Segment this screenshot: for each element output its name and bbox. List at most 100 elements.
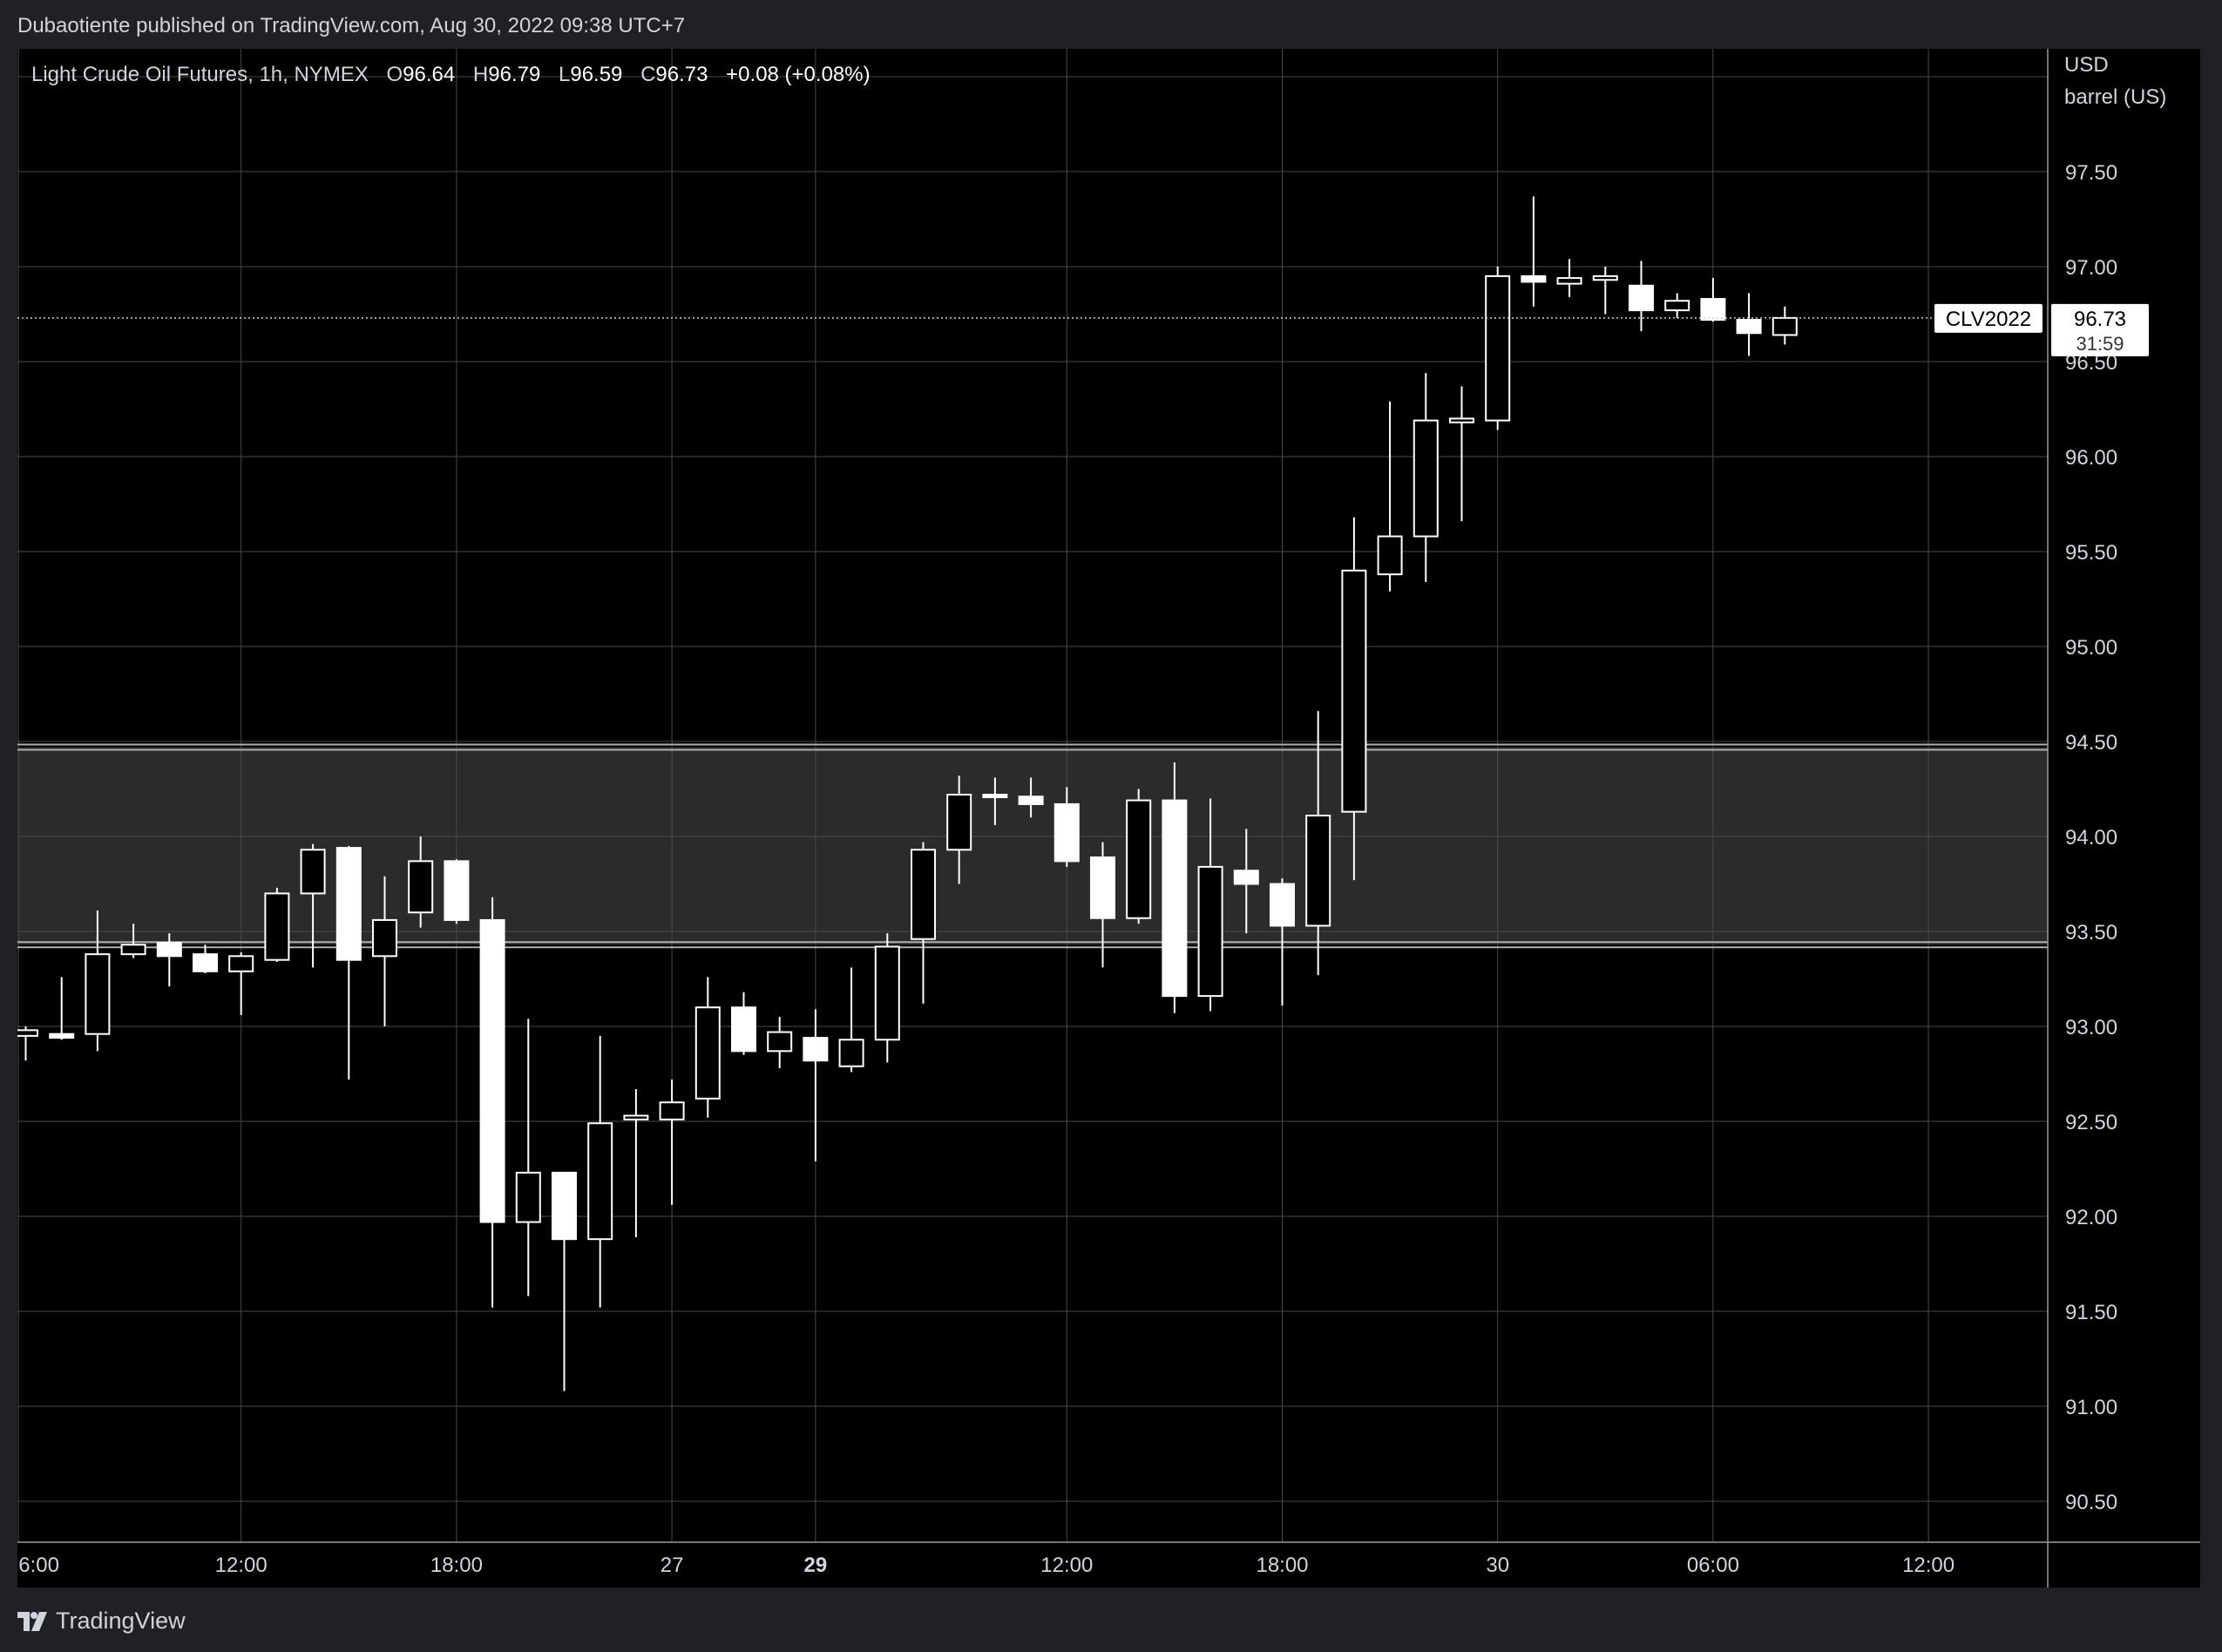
candle-body-up (1772, 316, 1798, 336)
candle-body-down (1090, 856, 1115, 919)
candle-body-down (444, 860, 470, 921)
candle-body-up (300, 849, 326, 895)
price-tick-label: 92.00 (2065, 1206, 2117, 1229)
candle-body-up (767, 1031, 793, 1053)
candle-body-up (1377, 535, 1403, 576)
time-tick-label: 12:00 (1040, 1554, 1093, 1577)
price-tick-label: 92.50 (2065, 1111, 2117, 1134)
legend-low-label: L (558, 63, 571, 86)
publisher-text: Dubaotiente published on TradingView.com… (17, 14, 686, 37)
candle-body-down (803, 1037, 829, 1062)
price-tick-label: 95.00 (2065, 636, 2117, 660)
price-tick-label: 96.00 (2065, 446, 2117, 470)
candle-body-up (874, 945, 900, 1041)
candle-body-up (1126, 799, 1152, 919)
candle-body-down (1629, 284, 1654, 312)
bar-countdown-label: 31:59 (2076, 333, 2124, 355)
candle-body-down (1270, 883, 1295, 927)
ticker-tag-bg (1934, 303, 2042, 333)
candle-body-down (479, 918, 505, 1223)
legend-low-value: 96.59 (570, 63, 623, 86)
candle-body-up (1592, 274, 1618, 281)
last-price-label-bg (2051, 303, 2149, 356)
publisher-bar: Dubaotiente published on TradingView.com… (0, 0, 2222, 49)
ohlc-legend: Light Crude Oil Futures, 1h, NYMEX O96.6… (31, 63, 871, 87)
candle-body-down (731, 1006, 756, 1053)
candle-body-up (228, 955, 254, 972)
candle-body-up (659, 1101, 685, 1121)
price-tick-label: 91.00 (2065, 1396, 2117, 1419)
time-tick-label: 27 (661, 1554, 684, 1577)
candle-body-down (1700, 298, 1726, 322)
legend-open-label: O (386, 63, 403, 86)
candle-body-down (156, 942, 182, 958)
candle-body-up (1556, 277, 1582, 285)
candle-body-up (623, 1114, 649, 1121)
candle-body-up (264, 892, 290, 961)
price-tick-label: 95.50 (2065, 541, 2117, 565)
candle-body-up (1449, 417, 1474, 423)
candle-body-up (694, 1006, 721, 1100)
candle-body-up (1485, 274, 1511, 422)
legend-high-value: 96.79 (488, 63, 541, 86)
price-tick-label: 97.50 (2065, 161, 2117, 185)
footer-bar (0, 1588, 2222, 1652)
candle-body-down (552, 1171, 577, 1241)
candle-body-down (193, 953, 218, 972)
candle-body-down (982, 794, 1008, 799)
ticker-tag: CLV2022 (1946, 308, 2031, 331)
candle-body-up (408, 860, 434, 914)
candle-body-up (1412, 419, 1439, 538)
candle-body-down (1521, 274, 1547, 283)
candle-body-down (1736, 319, 1762, 335)
tradingview-icon (17, 1611, 47, 1631)
legend-symbol[interactable]: Light Crude Oil Futures, 1h, NYMEX (31, 63, 369, 86)
time-tick-label: 18:00 (1256, 1554, 1308, 1577)
candle-body-up (17, 1029, 38, 1037)
chart-pane[interactable]: USD barrel (US) 97.50 97.00 96.50 96.00 95.50 9… (17, 49, 2200, 1588)
candle-body-up (1341, 569, 1367, 813)
candle-body-down (335, 847, 362, 961)
legend-close-label: C (640, 63, 656, 86)
candle-body-down (1053, 802, 1080, 863)
price-tick-label: 94.00 (2065, 826, 2117, 850)
tradingview-logo[interactable]: TradingView (17, 1608, 186, 1635)
candle-body-up (587, 1122, 613, 1241)
last-price-label: 96.73 (2074, 308, 2126, 331)
candle-body-down (1018, 796, 1044, 805)
candle-body-up (1664, 300, 1690, 312)
candle-body-up (120, 944, 146, 956)
candle-body-up (838, 1039, 864, 1067)
time-tick-label: 12:00 (1902, 1554, 1954, 1577)
candle-body-up (85, 953, 111, 1035)
candle-body-down (1162, 799, 1188, 998)
price-tick-label: 93.00 (2065, 1016, 2117, 1039)
price-tick-label: 94.50 (2065, 731, 2117, 755)
candle-body-up (946, 794, 972, 851)
zone-band (17, 747, 2048, 945)
legend-high-label: H (472, 63, 489, 86)
price-tick-label: 90.50 (2065, 1491, 2117, 1514)
time-tick-label: 06:00 (1687, 1554, 1739, 1577)
unit-label: barrel (US) (2064, 85, 2166, 109)
price-tick-label: 91.50 (2065, 1301, 2117, 1324)
legend-change: +0.08 (+0.08%) (726, 63, 871, 86)
currency-label: USD (2064, 53, 2109, 77)
candle-body-up (1197, 865, 1223, 998)
time-tick-label: 12:00 (215, 1554, 268, 1577)
candle-body-up (372, 918, 397, 958)
legend-close-value: 96.73 (655, 63, 708, 86)
candle-body-up (911, 849, 936, 940)
candle-body-down (1233, 870, 1259, 885)
time-tick-label: 29 (804, 1554, 828, 1577)
time-tick-label: 6:00 (18, 1554, 59, 1577)
candle-body-down (49, 1032, 75, 1039)
time-tick-label: 18:00 (430, 1554, 483, 1577)
price-tick-label: 97.00 (2065, 256, 2117, 280)
legend-open-value: 96.64 (403, 63, 456, 86)
time-tick-label: 30 (1486, 1554, 1509, 1577)
price-tick-label: 93.50 (2065, 921, 2117, 944)
candle-body-up (1305, 815, 1331, 927)
candle-body-up (515, 1171, 541, 1223)
